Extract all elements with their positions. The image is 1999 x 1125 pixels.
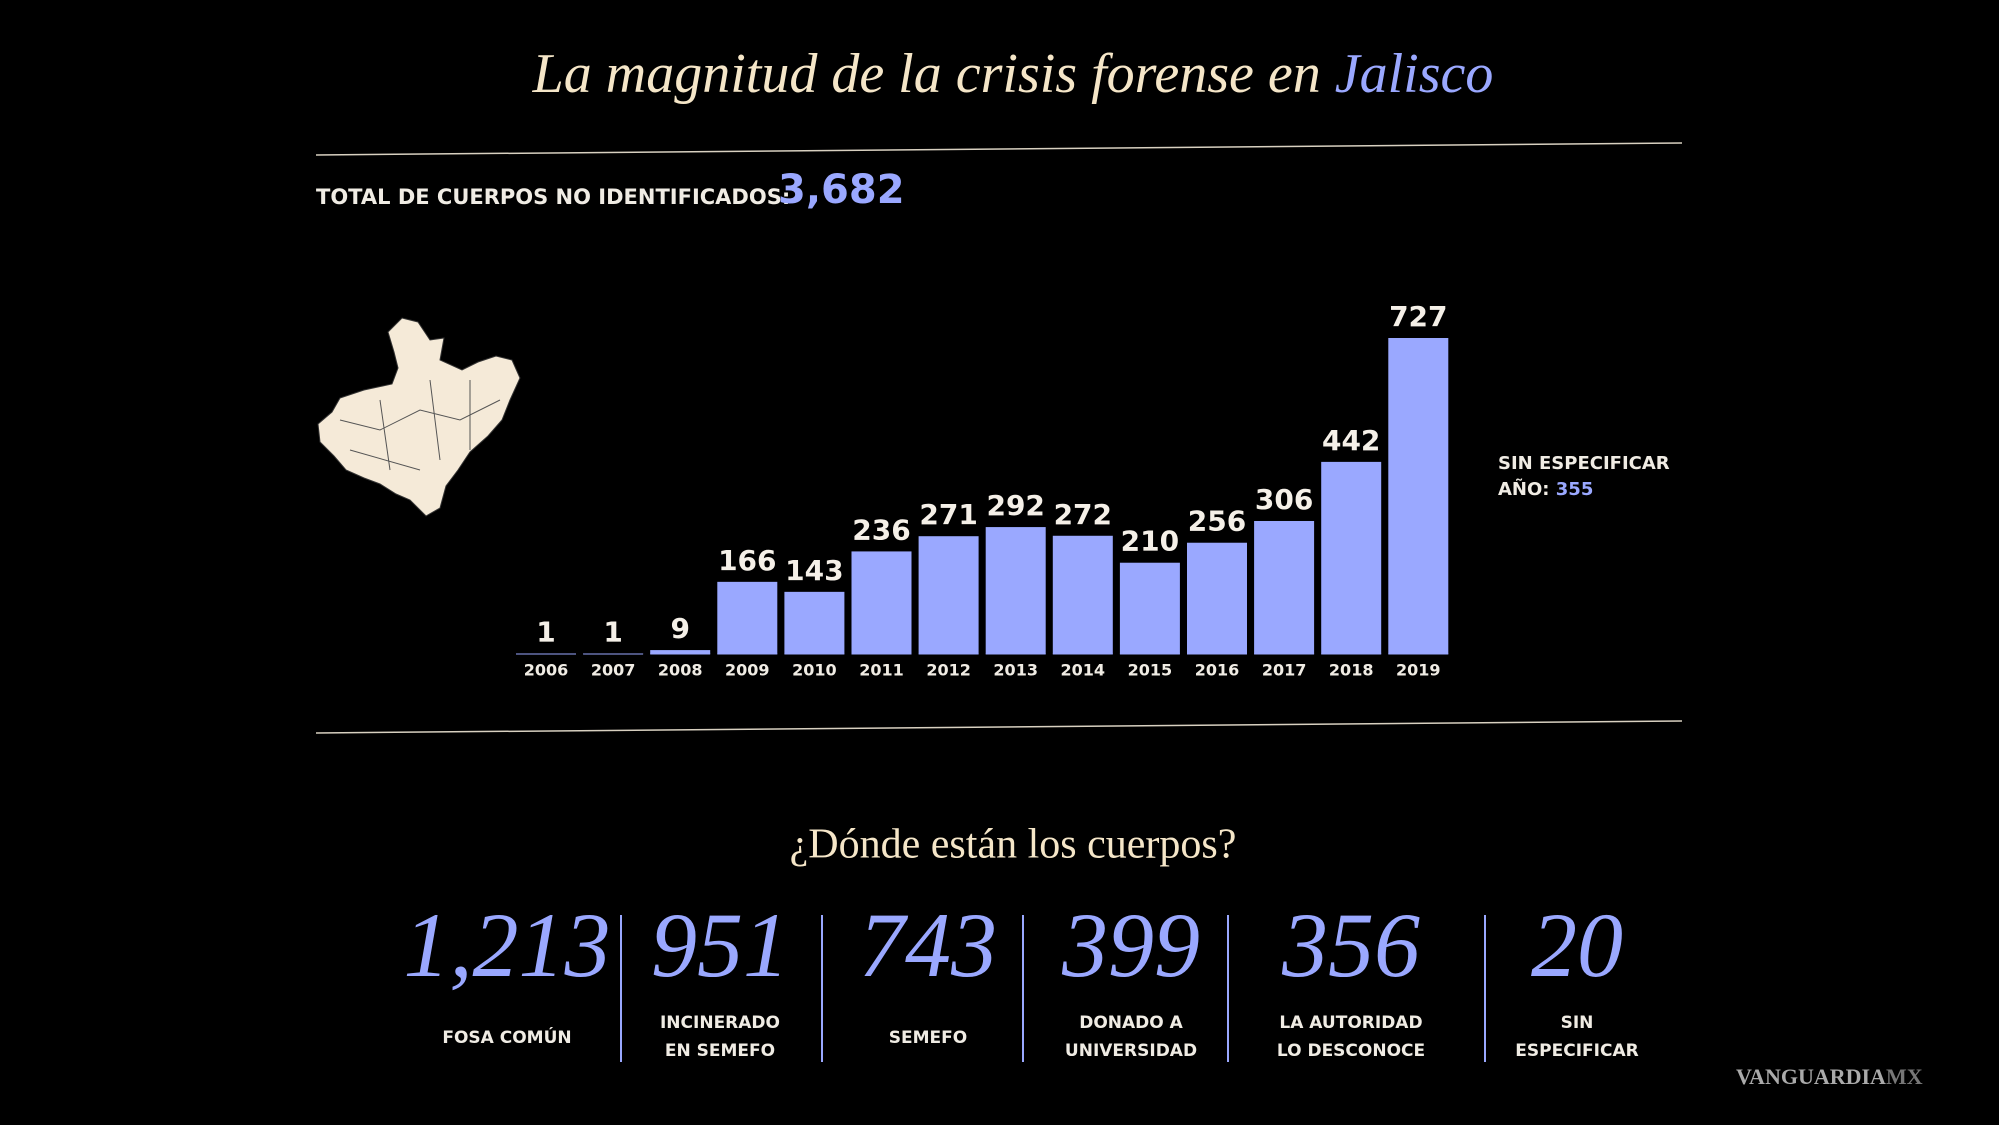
bar: [717, 581, 778, 654]
value-label: 143: [785, 554, 843, 587]
location-value: 1,213: [404, 894, 611, 996]
bar: [1187, 542, 1247, 654]
jalisco-map: [317, 317, 521, 517]
value-label: 306: [1255, 483, 1313, 516]
bar: [985, 527, 1046, 654]
watermark-text: VANGUARDIA: [1736, 1064, 1886, 1089]
title-highlight: Jalisco: [1335, 43, 1494, 105]
x-tick-label: 2018: [1329, 661, 1374, 680]
value-label: 256: [1188, 505, 1246, 538]
annotation-line: AÑO: 355: [1498, 477, 1593, 500]
annotation-value: 355: [1556, 479, 1594, 500]
bar: [1119, 562, 1180, 654]
x-tick-label: 2008: [658, 661, 703, 680]
x-tick-label: 2016: [1195, 661, 1240, 680]
location-label: UNIVERSIDAD: [1065, 1041, 1197, 1061]
x-tick-label: 2017: [1262, 661, 1307, 680]
map-borders: [339, 379, 501, 471]
watermark: VANGUARDIAMX: [1736, 1064, 1923, 1089]
location-label: ESPECIFICAR: [1515, 1041, 1638, 1061]
bar: [1052, 535, 1113, 654]
location-label: SIN: [1561, 1013, 1594, 1033]
location-label: DONADO A: [1079, 1013, 1183, 1033]
title: La magnitud de la crisis forense en Jali…: [532, 43, 1494, 105]
total-value: 3,682: [778, 167, 905, 213]
location-value: 20: [1531, 894, 1623, 996]
annotation-line: SIN ESPECIFICAR: [1498, 453, 1670, 474]
location-label: SEMEFO: [889, 1028, 967, 1048]
location-value: 399: [1061, 894, 1200, 996]
value-label: 292: [986, 489, 1044, 522]
value-label: 1: [536, 616, 555, 649]
bar: [784, 591, 845, 654]
location-value: 356: [1281, 894, 1420, 996]
total-label: TOTAL DE CUERPOS NO IDENTIFICADOS:: [316, 185, 790, 209]
x-tick-label: 2012: [926, 661, 971, 680]
value-label: 210: [1121, 525, 1179, 558]
x-tick-label: 2011: [859, 661, 904, 680]
location-label: FOSA COMÚN: [442, 1026, 571, 1048]
bar: [851, 551, 912, 654]
value-label: 272: [1054, 498, 1112, 531]
x-tick-label: 2014: [1061, 661, 1106, 680]
bar: [918, 536, 979, 654]
title-text: La magnitud de la crisis forense en: [532, 43, 1321, 105]
x-tick-label: 2006: [524, 661, 569, 680]
bar: [1321, 461, 1382, 654]
location-label: INCINERADO: [660, 1013, 780, 1033]
x-tick-label: 2015: [1128, 661, 1173, 680]
annotation-label: AÑO:: [1498, 477, 1550, 500]
bar: [1254, 520, 1315, 654]
value-label: 166: [718, 544, 776, 577]
locations-title: ¿Dónde están los cuerpos?: [790, 822, 1237, 868]
bar: [1388, 338, 1449, 654]
location-value: 951: [651, 894, 789, 996]
x-tick-label: 2009: [725, 661, 770, 680]
value-label: 9: [670, 612, 689, 645]
value-label: 727: [1389, 300, 1447, 333]
location-label: LA AUTORIDAD: [1279, 1013, 1422, 1033]
divider: [315, 142, 1683, 156]
location-label: LO DESCONOCE: [1277, 1041, 1425, 1061]
location-value: 743: [859, 894, 997, 996]
value-label: 1: [603, 616, 622, 649]
value-label: 442: [1322, 424, 1380, 457]
x-tick-label: 2019: [1396, 661, 1441, 680]
divider: [315, 720, 1683, 734]
x-tick-label: 2013: [993, 661, 1038, 680]
location-label: EN SEMEFO: [665, 1041, 775, 1061]
value-label: 236: [852, 513, 910, 546]
value-label: 271: [919, 498, 977, 531]
x-tick-label: 2010: [792, 661, 837, 680]
x-tick-label: 2007: [591, 661, 636, 680]
bar: [650, 650, 711, 654]
watermark-suffix: MX: [1886, 1064, 1923, 1089]
